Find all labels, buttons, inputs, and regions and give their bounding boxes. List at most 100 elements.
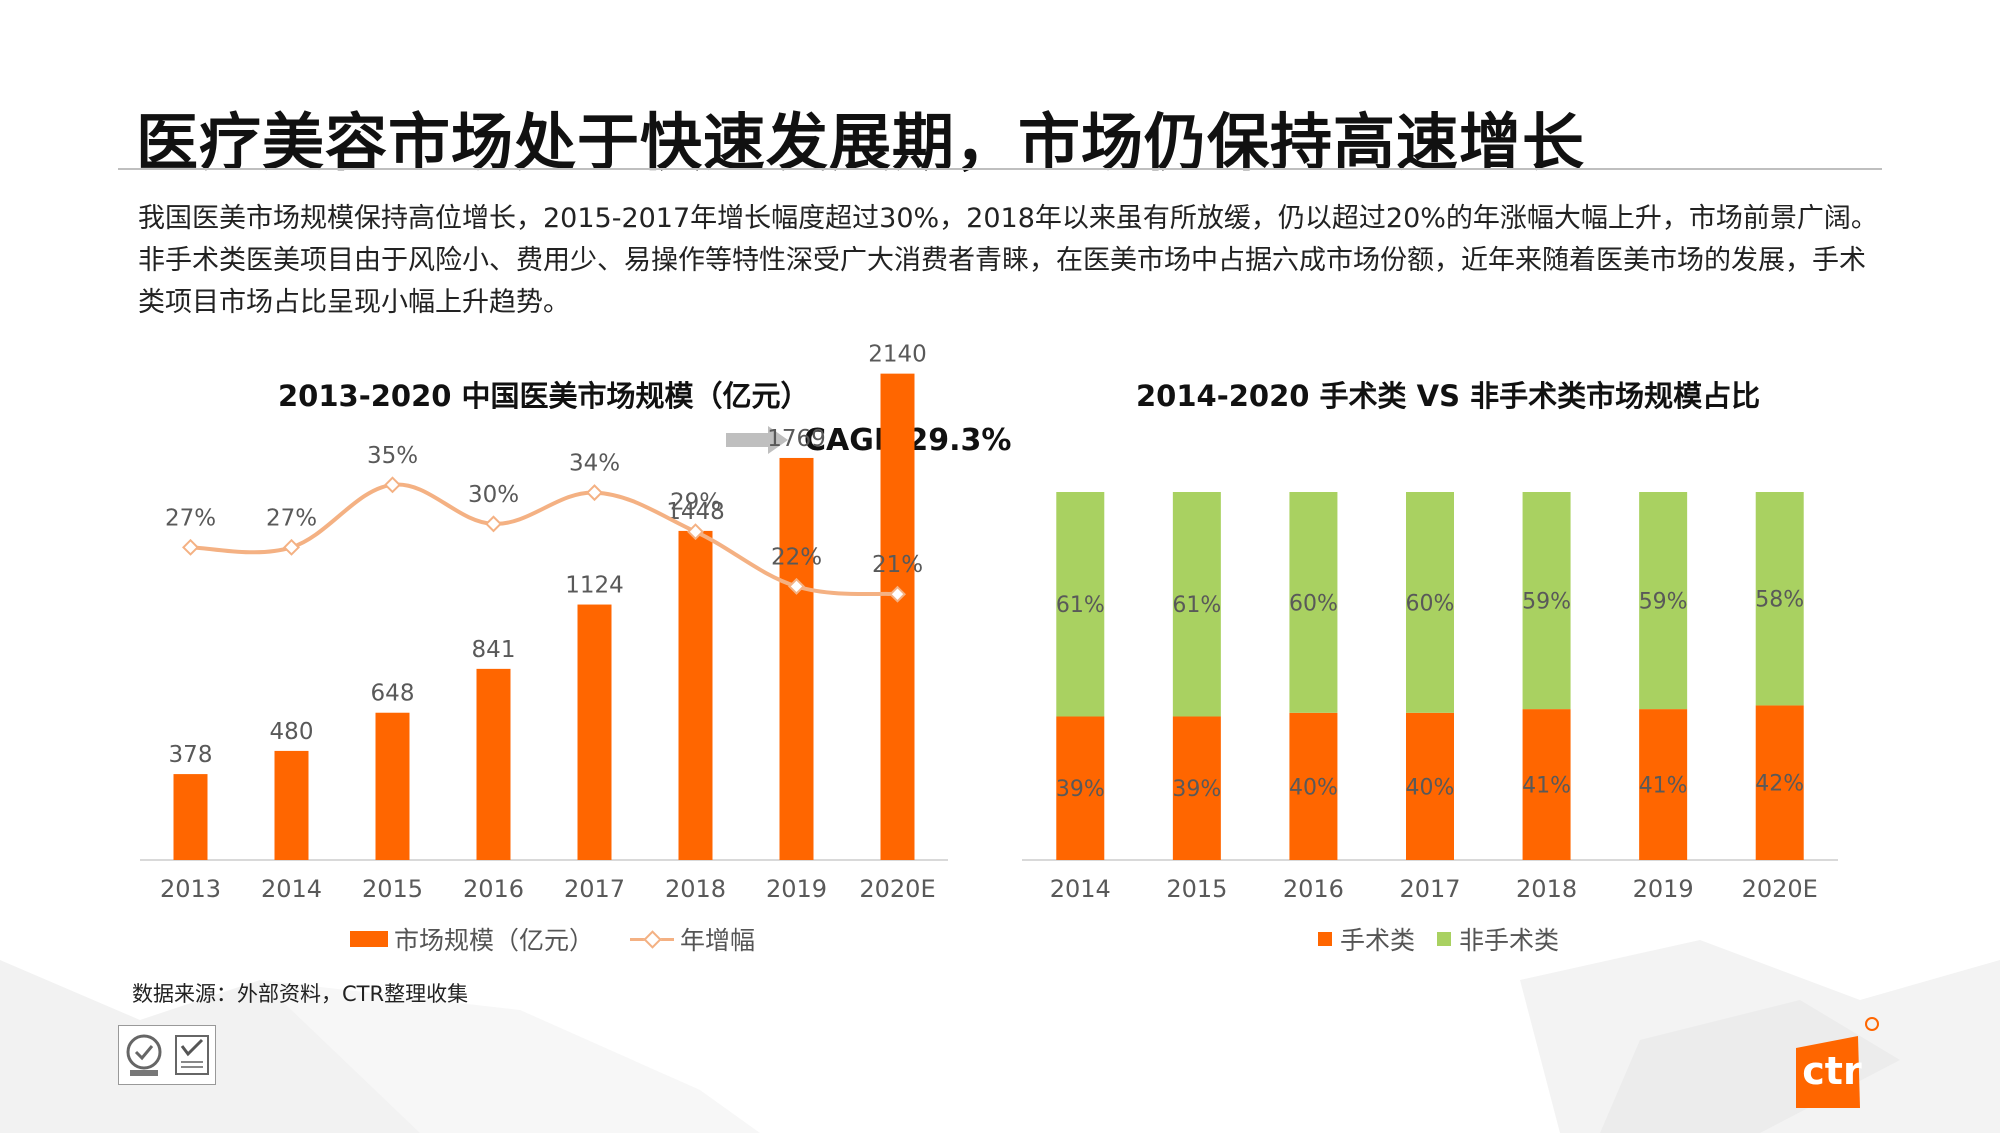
surgical-share-label: 41%	[1639, 774, 1688, 799]
legend-label-market-size: 市场规模（亿元）	[394, 926, 595, 955]
right-x-tick-label: 2020E	[1742, 875, 1818, 903]
surgical-share-label: 39%	[1056, 777, 1105, 802]
intro-paragraph-2: 非手术类医美项目由于风险小、费用少、易操作等特性深受广大消费者青睐，在医美市场中…	[138, 245, 1866, 318]
growth-rate-label: 27%	[165, 505, 216, 531]
surgical-share-label: 42%	[1755, 772, 1804, 797]
surgical-share-bar	[1056, 716, 1105, 860]
market-size-bar	[779, 457, 814, 860]
growth-rate-line	[190, 482, 898, 597]
left-x-tick-label: 2018	[665, 875, 726, 903]
growth-rate-point	[182, 538, 199, 556]
surgical-share-bar	[1755, 705, 1804, 860]
left-x-tick-label: 2016	[463, 875, 524, 903]
growth-rate-label: 34%	[569, 451, 620, 477]
legend-swatch-surgical	[1318, 932, 1332, 946]
surgical-share-bar	[1639, 709, 1688, 860]
share-chart-title: 2014-2020 手术类 VS 非手术类市场规模占比	[1136, 379, 1761, 413]
surgical-share-label: 41%	[1522, 774, 1571, 799]
growth-rate-label: 35%	[367, 443, 418, 469]
nonsurgical-share-bar	[1406, 492, 1454, 713]
market-size-bar	[173, 774, 208, 860]
nonsurgical-share-bar	[1522, 492, 1571, 710]
growth-rate-point	[586, 484, 603, 502]
growth-rate-point	[384, 476, 401, 494]
nonsurgical-share-bar	[1755, 492, 1804, 706]
growth-rate-label: 21%	[872, 552, 923, 578]
right-arrow-icon	[726, 426, 788, 454]
legend-label-nonsurgical: 非手术类	[1459, 926, 1560, 955]
legend-item-nonsurgical: 非手术类	[1437, 921, 1559, 957]
nonsurgical-share-label: 60%	[1289, 591, 1338, 616]
title-divider	[118, 168, 1882, 170]
certification-logos	[118, 1025, 216, 1085]
nonsurgical-share-label: 61%	[1172, 593, 1221, 618]
page-title: 医疗美容市场处于快速发展期，市场仍保持高速增长	[136, 106, 1586, 179]
market-size-value-label: 841	[472, 637, 516, 663]
surgical-share-label: 40%	[1406, 775, 1455, 800]
right-x-tick-label: 2017	[1399, 875, 1460, 903]
surgical-share-label: 39%	[1172, 777, 1221, 802]
surgical-share-bar	[1406, 712, 1454, 860]
surgical-share-label: 40%	[1289, 775, 1338, 800]
left-x-tick-label: 2014	[261, 875, 322, 903]
market-size-bar	[476, 668, 511, 860]
market-size-value-label: 1124	[565, 573, 624, 599]
sgs-badge-icon	[126, 1034, 162, 1076]
legend-item-market-size: 市场规模（亿元）	[350, 921, 594, 957]
nonsurgical-share-label: 58%	[1755, 588, 1804, 613]
legend-swatch-nonsurgical	[1437, 932, 1452, 946]
growth-rate-label: 30%	[468, 482, 519, 508]
right-x-tick-label: 2015	[1166, 875, 1227, 903]
market-size-legend: 市场规模（亿元） 年增幅	[350, 921, 791, 957]
nonsurgical-share-label: 59%	[1522, 590, 1571, 615]
share-legend: 手术类 非手术类	[1318, 921, 1595, 957]
growth-rate-point	[283, 538, 300, 556]
right-x-tick-label: 2016	[1283, 875, 1344, 903]
left-x-tick-label: 2015	[362, 875, 423, 903]
right-x-tick-label: 2019	[1633, 875, 1694, 903]
growth-rate-point	[788, 577, 805, 595]
legend-item-growth: 年增幅	[630, 921, 755, 957]
market-size-bar	[880, 373, 915, 860]
nonsurgical-share-label: 61%	[1056, 593, 1105, 618]
growth-rate-label: 27%	[266, 505, 317, 531]
growth-rate-point	[485, 515, 502, 533]
legend-label-surgical: 手术类	[1340, 926, 1416, 955]
market-size-value-label: 648	[371, 681, 415, 707]
left-x-tick-label: 2013	[160, 875, 221, 903]
market-size-bar	[678, 530, 713, 860]
growth-rate-point	[889, 585, 906, 603]
nonsurgical-share-label: 59%	[1639, 590, 1688, 615]
data-source-note: 数据来源：外部资料，CTR整理收集	[132, 982, 469, 1006]
legend-swatch-bar	[350, 931, 388, 947]
market-size-value-label: 1769	[767, 426, 826, 452]
nonsurgical-share-label: 60%	[1406, 591, 1455, 616]
legend-swatch-line	[630, 932, 675, 946]
surgical-share-bar	[1172, 716, 1221, 860]
market-size-bar	[274, 750, 309, 860]
right-x-tick-label: 2014	[1050, 875, 1111, 903]
intro-text: 我国医美市场规模保持高位增长，2015-2017年增长幅度超过30%，2018年…	[138, 198, 1878, 324]
ukas-badge-icon	[175, 1035, 209, 1075]
registered-mark-icon	[1865, 1017, 1879, 1031]
ctr-logo: ctr	[1796, 1017, 1879, 1108]
growth-rate-label: 29%	[670, 490, 721, 516]
left-x-tick-label: 2019	[766, 875, 827, 903]
market-size-value-label: 480	[270, 719, 314, 745]
market-size-value-label: 2140	[868, 342, 927, 368]
legend-item-surgical: 手术类	[1318, 921, 1415, 957]
surgical-share-bar	[1289, 712, 1338, 860]
intro-paragraph-1: 我国医美市场规模保持高位增长，2015-2017年增长幅度超过30%，2018年…	[138, 203, 1878, 234]
left-x-tick-label: 2017	[564, 875, 625, 903]
market-size-chart-title: 2013-2020 中国医美市场规模（亿元）	[278, 379, 810, 413]
market-size-bar	[577, 604, 612, 860]
nonsurgical-share-bar	[1639, 492, 1688, 710]
nonsurgical-share-bar	[1172, 492, 1221, 717]
right-x-tick-label: 2018	[1516, 875, 1577, 903]
ctr-logo-text: ctr	[1802, 1049, 1862, 1093]
market-size-value-label: 378	[169, 742, 213, 768]
legend-label-growth: 年增幅	[680, 926, 756, 955]
nonsurgical-share-bar	[1289, 492, 1338, 713]
